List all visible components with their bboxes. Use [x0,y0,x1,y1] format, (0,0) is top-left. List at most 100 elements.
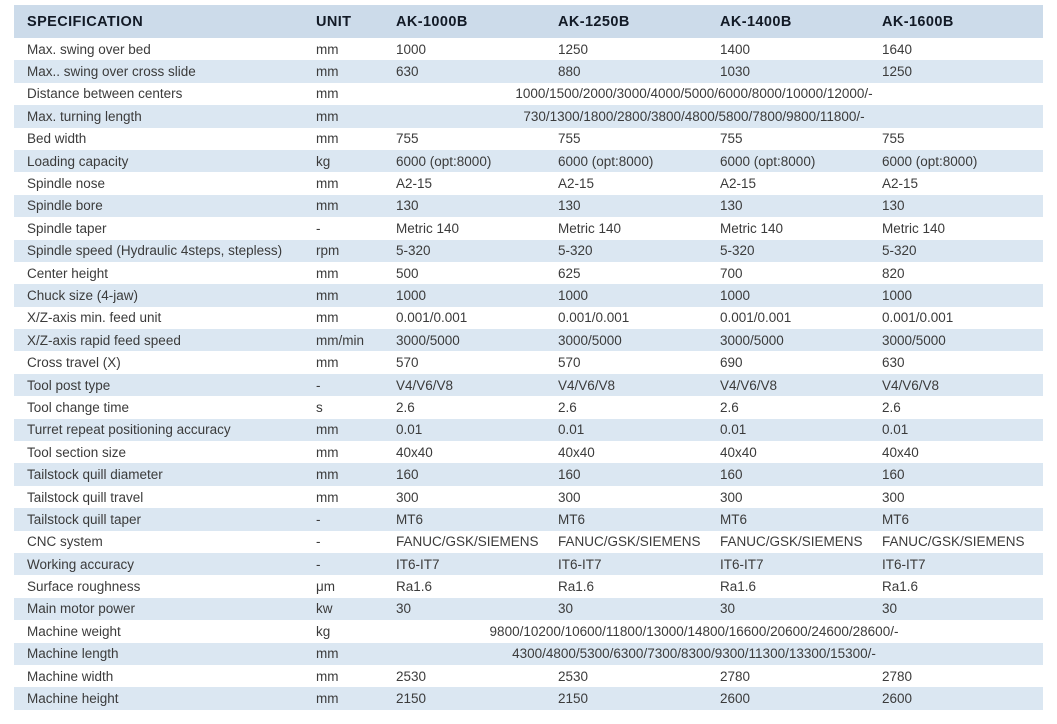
value-cell: 0.01 [882,422,909,438]
value-cell: 6000 (opt:8000) [720,153,816,169]
table-row: Machine weight kg 9800/10200/10600/11800/1… [14,620,1043,642]
spec-label: Machine height [27,691,119,707]
table-row: Working accuracy - IT6-IT7 IT6-IT7 IT6-IT7 IT… [14,552,1043,576]
table-row: Machine length mm 4300/4800/5300/6300/7300… [14,642,1043,665]
unit-cell: s [316,399,323,415]
value-cell: 1000 [882,287,913,303]
spec-label: Spindle nose [27,176,106,192]
value-cell: 630 [882,355,905,371]
value-cell: Ra1.6 [396,579,433,595]
value-cell: 630 [396,64,419,80]
value-cell: 3000/5000 [720,332,784,348]
spec-label: Machine length [27,646,119,662]
value-cell: 30 [720,601,736,617]
table-row: CNC system - FANUC/GSK/SIEMENS FANUC/GSK/SI… [14,531,1043,553]
value-cell: 2.6 [396,399,415,415]
value-cell: 2.6 [720,399,739,415]
value-cell: A2-15 [720,176,757,192]
unit-cell: mm [316,467,339,483]
column-header-ak-1250b: AK-1250B [552,5,714,38]
specification-table: SPECIFICATION UNIT AK-1000B AK-1250B AK-… [14,5,1043,710]
spec-label: Tailstock quill travel [27,489,144,505]
spec-label: Max.. swing over cross slide [27,64,196,80]
spec-label: Tailstock quill diameter [27,467,163,483]
value-cell: 2780 [720,668,751,684]
unit-cell: mm [316,489,339,505]
unit-cell: - [316,377,321,393]
value-cell: 1250 [882,64,913,80]
unit-cell: mm [316,444,339,460]
spec-label: Center height [27,265,109,281]
table-row: Loading capacity kg 6000 (opt:8000) 6000 (o… [14,149,1043,173]
unit-cell: mm [316,668,339,684]
table-row: Center height mm 500 625 700 820 [14,262,1043,284]
shared-value-cell: 9800/10200/10600/11800/13000/14800/16600… [489,623,899,639]
value-cell: V4/V6/V8 [396,377,454,393]
value-cell: 30 [558,601,574,617]
table-row: Spindle speed (Hydraulic 4steps, steples… [14,239,1043,262]
value-cell: 755 [558,131,581,147]
value-cell: FANUC/GSK/SIEMENS [720,534,863,550]
value-cell: 0.01 [558,422,585,438]
unit-cell: mm [316,176,339,192]
unit-cell: mm [316,646,339,662]
value-cell: 1000 [558,287,589,303]
spec-label: Spindle speed (Hydraulic 4steps, steples… [27,243,283,259]
value-cell: Ra1.6 [720,579,757,595]
value-cell: MT6 [720,511,747,527]
table-row: Tailstock quill travel mm 300 300 300 300 [14,486,1043,508]
value-cell: Ra1.6 [558,579,595,595]
value-cell: 160 [558,467,581,483]
table-row: Surface roughness μm Ra1.6 Ra1.6 Ra1.6 Ra1.6 [14,575,1043,597]
spec-label: Surface roughness [27,579,141,595]
value-cell: 2.6 [558,399,577,415]
unit-cell: mm [316,422,339,438]
column-header-ak-1400b: AK-1400B [714,5,876,38]
unit-cell: mm [316,108,339,124]
spec-label: X/Z-axis rapid feed speed [27,332,181,348]
table-row: X/Z-axis rapid feed speed mm/min 3000/5000… [14,329,1043,352]
spec-label: Machine width [27,668,114,684]
value-cell: 2.6 [882,399,901,415]
spec-label: Working accuracy [27,556,135,572]
unit-cell: mm [316,198,339,214]
value-cell: 1030 [720,64,751,80]
value-cell: MT6 [558,511,585,527]
table-row: Tool change time s 2.6 2.6 2.6 2.6 [14,396,1043,418]
unit-cell: μm [316,579,336,595]
value-cell: IT6-IT7 [558,556,602,572]
value-cell: Metric 140 [720,220,784,236]
value-cell: 40x40 [882,444,919,460]
value-cell: 160 [882,467,905,483]
table-row: X/Z-axis min. feed unit mm 0.001/0.001 0.00… [14,307,1043,329]
value-cell: A2-15 [396,176,433,192]
table-row: Spindle bore mm 130 130 130 130 [14,194,1043,218]
header-row: SPECIFICATION UNIT AK-1000B AK-1250B AK-… [14,5,1043,38]
unit-cell: rpm [316,243,340,259]
value-cell: 0.001/0.001 [882,310,954,326]
value-cell: 6000 (opt:8000) [882,153,978,169]
unit-cell: mm [316,310,339,326]
table-row: Main motor power kw 30 30 30 30 [14,597,1043,621]
unit-cell: mm [316,265,339,281]
value-cell: 1400 [720,41,751,57]
table-row: Tool post type - V4/V6/V8 V4/V6/V8 V4/V6/V8 V… [14,373,1043,397]
value-cell: 3000/5000 [396,332,460,348]
value-cell: 40x40 [720,444,757,460]
spec-label: Spindle taper [27,220,107,236]
value-cell: 2530 [558,668,589,684]
value-cell: 755 [720,131,743,147]
spec-label: Distance between centers [27,86,183,102]
value-cell: MT6 [396,511,423,527]
unit-cell: mm [316,64,339,80]
spec-label: Spindle bore [27,198,103,214]
value-cell: A2-15 [882,176,919,192]
value-cell: 755 [396,131,419,147]
spec-label: Machine weight [27,623,121,639]
table-row: Max. swing over bed mm 1000 1250 1400 1640 [14,38,1043,60]
table-row: Distance between centers mm 1000/1500/2000… [14,83,1043,105]
value-cell: 2530 [396,668,427,684]
spec-label: Cross travel (X) [27,355,121,371]
value-cell: 1000 [396,287,427,303]
value-cell: Metric 140 [882,220,946,236]
